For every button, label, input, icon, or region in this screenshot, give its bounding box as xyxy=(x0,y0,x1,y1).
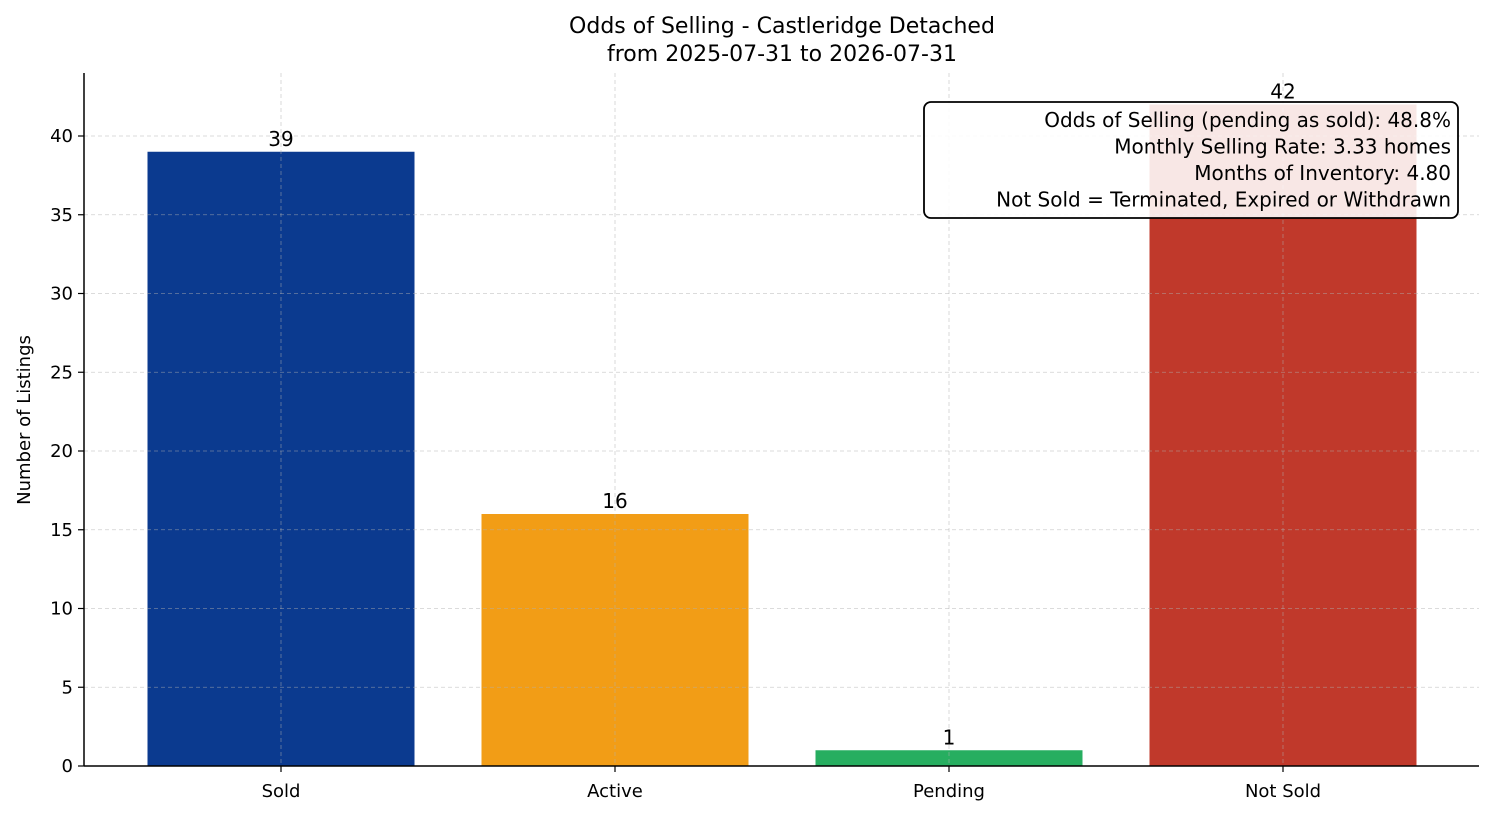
annotation-line: Monthly Selling Rate: 3.33 homes xyxy=(1114,135,1451,159)
bar-value-label: 39 xyxy=(268,127,293,151)
labels-layer: 0 5 10 15 20 25 30 35 40 Sold Active Pending Not Sol… xyxy=(50,80,1321,803)
bar-value-label: 16 xyxy=(602,489,627,513)
annotation-line: Months of Inventory: 4.80 xyxy=(1194,161,1451,185)
y-tick-label: 0 xyxy=(62,756,73,777)
axes-layer xyxy=(78,73,1479,772)
grid-layer xyxy=(84,73,1479,766)
chart-title: Odds of Selling - Castleridge Detached xyxy=(569,14,995,39)
annotation-line: Not Sold = Terminated, Expired or Withdr… xyxy=(996,188,1451,212)
y-tick-label: 5 xyxy=(62,677,73,698)
annotation-box: Odds of Selling (pending as sold): 48.8%… xyxy=(923,101,1459,219)
annotation-frame xyxy=(923,101,1459,219)
bar-value-label: 42 xyxy=(1270,80,1295,104)
y-tick-label: 35 xyxy=(50,205,73,226)
x-tick-label: Active xyxy=(587,781,643,802)
y-tick-label: 40 xyxy=(50,126,73,147)
y-tick-label: 15 xyxy=(50,520,73,541)
y-axis-label: Number of Listings xyxy=(14,335,35,505)
y-tick-label: 10 xyxy=(50,599,73,620)
annotation-line: Odds of Selling (pending as sold): 48.8% xyxy=(1044,108,1451,132)
x-tick-label: Sold xyxy=(262,781,301,802)
bar-pending xyxy=(815,750,1083,766)
y-tick-label: 30 xyxy=(50,284,73,305)
bar-value-label: 1 xyxy=(943,725,956,749)
chart-subtitle: from 2025-07-31 to 2026-07-31 xyxy=(607,42,957,67)
x-tick-label: Not Sold xyxy=(1245,781,1321,802)
x-tick-label: Pending xyxy=(913,781,985,802)
y-tick-label: 25 xyxy=(50,362,73,383)
y-tick-label: 20 xyxy=(50,441,73,462)
